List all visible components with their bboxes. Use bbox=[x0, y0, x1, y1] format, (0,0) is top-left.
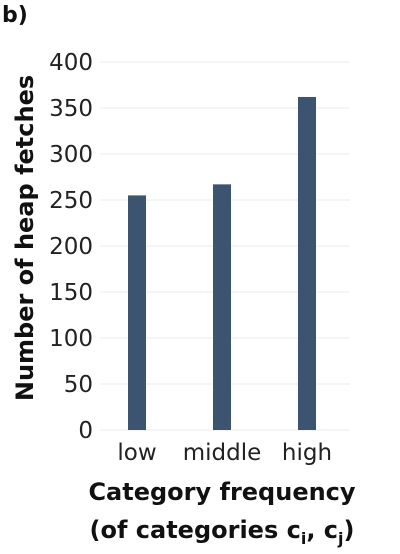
x-axis-title-line2-prefix: (of categories c bbox=[90, 516, 301, 544]
x-tick-label-middle: middle bbox=[183, 440, 262, 466]
x-axis-title-line2: (of categories ci, cj) bbox=[90, 516, 355, 548]
y-tick-labels: 0 50 100 150 200 250 300 350 400 bbox=[49, 50, 93, 444]
y-tick-label-350: 350 bbox=[49, 96, 93, 122]
y-tick-label-50: 50 bbox=[64, 372, 93, 398]
x-tick-label-high: high bbox=[282, 440, 332, 466]
subscript-i: i bbox=[301, 529, 306, 548]
y-axis-title: Number of heap fetches bbox=[11, 75, 39, 401]
x-tick-label-low: low bbox=[117, 440, 156, 466]
bar-middle bbox=[213, 184, 231, 430]
y-tick-label-300: 300 bbox=[49, 142, 93, 168]
x-tick-labels: low middle high bbox=[117, 440, 332, 466]
y-tick-label-100: 100 bbox=[49, 326, 93, 352]
x-axis-title-line2-suffix: ) bbox=[344, 516, 355, 544]
y-tick-label-200: 200 bbox=[49, 234, 93, 260]
y-tick-label-400: 400 bbox=[49, 50, 93, 76]
y-tick-label-0: 0 bbox=[78, 418, 93, 444]
subscript-j: j bbox=[337, 529, 343, 548]
x-axis-title-line2-middle: , c bbox=[306, 516, 338, 544]
bar-high bbox=[298, 96, 316, 431]
panel-label: b) bbox=[2, 3, 28, 28]
y-tick-label-150: 150 bbox=[49, 280, 93, 306]
bars bbox=[128, 96, 316, 431]
bar-low bbox=[128, 195, 146, 430]
x-axis-title: Category frequency bbox=[88, 478, 355, 506]
y-tick-label-250: 250 bbox=[49, 188, 93, 214]
